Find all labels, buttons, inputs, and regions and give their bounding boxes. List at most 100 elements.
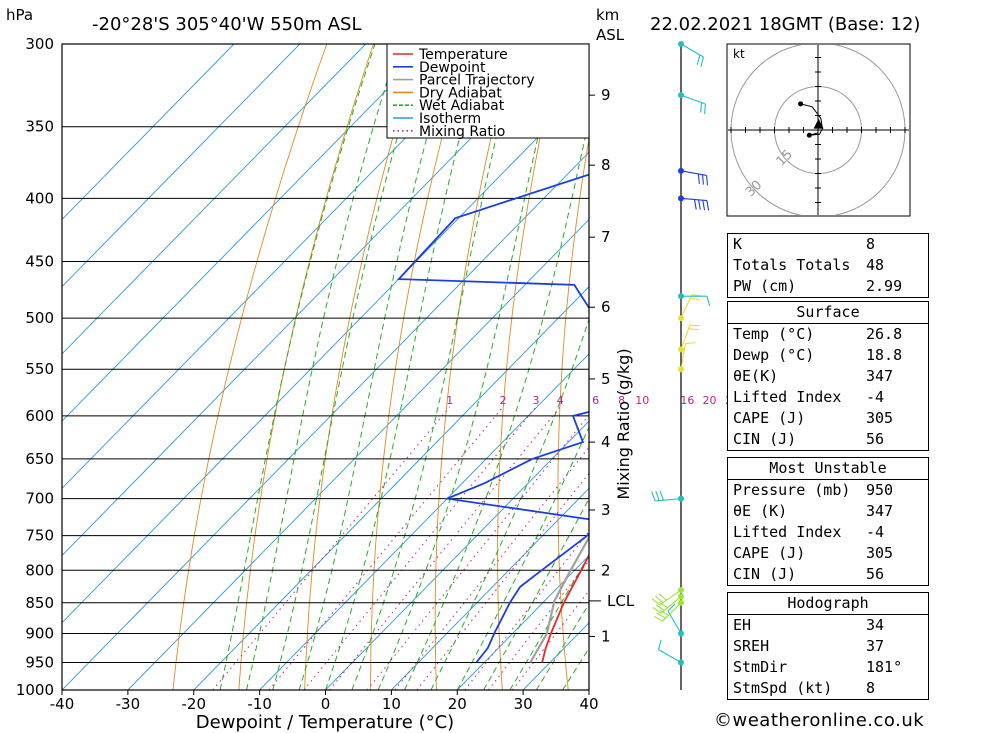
dry-adiabat-line (497, 44, 561, 690)
km-tick-label: 8 (601, 156, 611, 174)
mixing-ratio-label: 2 (500, 394, 507, 407)
isotherm-line (62, 44, 564, 557)
isotherm-line (325, 420, 589, 690)
wet-adiabat-line (246, 44, 400, 690)
mixing-ratio-label: 4 (557, 394, 564, 407)
wind-barb-shaft (680, 343, 687, 370)
isotherm-line (62, 44, 301, 288)
hodo-row: SREH 37 (728, 636, 928, 657)
hodo-value: 37 (866, 637, 885, 655)
mixing-ratio-label: 16 (680, 394, 694, 407)
isotherm-line (62, 151, 589, 690)
mu-label: θE (K) (733, 502, 788, 520)
km-tick-label: 3 (601, 501, 611, 519)
mu-label: CIN (J) (733, 565, 797, 583)
parcel-trajectory-line (529, 535, 589, 664)
wind-barb-flag (655, 595, 664, 604)
wind-barb-shaft (660, 596, 682, 614)
most-unstable-title: Most Unstable (769, 459, 887, 477)
wind-barb-flag (658, 601, 668, 609)
wind-barb-flag (700, 102, 703, 113)
km-tick-label: 4 (601, 433, 611, 451)
wind-barb-shaft (680, 324, 691, 350)
temperature-line (541, 553, 589, 663)
credit-link[interactable]: ©weatheronline.co.uk (714, 710, 925, 731)
isotherm-line (62, 44, 235, 221)
pressure-tick-label: 700 (25, 490, 54, 508)
pressure-tick-label: 400 (25, 189, 54, 207)
legend-entry-label: Temperature (418, 47, 508, 63)
sfc-value: 56 (866, 430, 885, 448)
pressure-tick-label: 350 (25, 118, 54, 136)
mu-row: θE (K) 347 (728, 501, 928, 522)
mixing-ratio-label: 3 (533, 394, 540, 407)
legend-entry-label: Wet Adiabat (419, 98, 505, 114)
km-tick-label: 1 (601, 627, 611, 645)
wind-barb-flag (658, 593, 667, 601)
sfc-row: θE(K) 347 (728, 366, 928, 387)
background-lines (62, 44, 1000, 690)
pressure-tick-label: 900 (25, 624, 54, 642)
mixing-ratio-label: 1 (446, 394, 453, 407)
isotherm-line (127, 218, 589, 690)
surface-title: Surface (796, 303, 860, 321)
idx-row: PW (cm) 2.99 (728, 276, 928, 297)
legend-entry-label: Dewpoint (419, 60, 486, 76)
wind-barb-shaft (667, 610, 682, 634)
pressure-unit-label: hPa (6, 6, 33, 24)
wind-barb-flag (689, 324, 700, 327)
wind-barb-flag (698, 199, 701, 210)
mu-value: 347 (866, 502, 894, 520)
legend-entry-label: Parcel Trajectory (419, 73, 535, 89)
hodo-label: SREH (733, 637, 770, 655)
km-tick-label: 6 (601, 298, 611, 316)
wind-barb-flag (700, 56, 705, 67)
dry-adiabat-line (557, 136, 589, 690)
indices-table: K 8 Totals Totals 48 PW (cm) 2.99 (727, 233, 929, 298)
mixing-ratio-line (488, 559, 589, 690)
sfc-label: θE(K) (733, 367, 779, 385)
wind-barb-flag (651, 491, 656, 502)
wind-barb-shaft (680, 197, 707, 202)
idx-value: 48 (866, 256, 885, 274)
hodograph-title: Hodograph (787, 594, 869, 612)
pressure-tick-label: 650 (25, 450, 54, 468)
x-tick-label: -10 (247, 695, 272, 713)
wind-barb-flag (653, 615, 663, 622)
wind-barb-shaft (680, 94, 706, 105)
mu-row: Pressure (mb) 950 (728, 479, 928, 501)
hodo-value: 8 (866, 679, 876, 697)
wet-adiabat-line (377, 44, 561, 690)
isotherm-line (62, 44, 432, 422)
x-tick-label: -30 (116, 695, 141, 713)
dry-adiabat-line (981, 44, 1000, 690)
legend-entry-label: Isotherm (419, 111, 481, 127)
hodo-label: EH (733, 616, 752, 634)
sfc-value: -4 (866, 388, 885, 406)
sfc-label: Dewp (°C) (733, 346, 815, 364)
most-unstable-table: Most Unstable Pressure (mb) 950 θE (K) 347 L… (727, 457, 929, 586)
mu-value: -4 (866, 523, 885, 541)
isotherm-line (391, 487, 589, 690)
pressure-tick-label: 500 (25, 309, 54, 327)
sfc-label: Lifted Index (733, 388, 842, 406)
sfc-row: CAPE (J) 305 (728, 408, 928, 429)
mixing-ratio-line (394, 446, 589, 690)
pressure-tick-label: 300 (25, 35, 54, 53)
sfc-label: CIN (J) (733, 430, 797, 448)
mu-row: Lifted Index -4 (728, 522, 928, 543)
pressure-tick-label: 950 (25, 653, 54, 671)
wind-barb-flag (655, 604, 665, 611)
dry-adiabat-line (172, 44, 328, 690)
hodo-value: 34 (866, 616, 885, 634)
mixing-ratio-label: 8 (618, 394, 625, 407)
isotherm-line (62, 44, 498, 490)
wind-barb-flag (706, 200, 710, 211)
sfc-value: 305 (866, 409, 894, 427)
sfc-row: CIN (J) 56 (728, 429, 928, 450)
wind-barb-flag (685, 342, 696, 345)
idx-value: 8 (866, 235, 876, 253)
pressure-tick-label: 750 (25, 527, 54, 545)
